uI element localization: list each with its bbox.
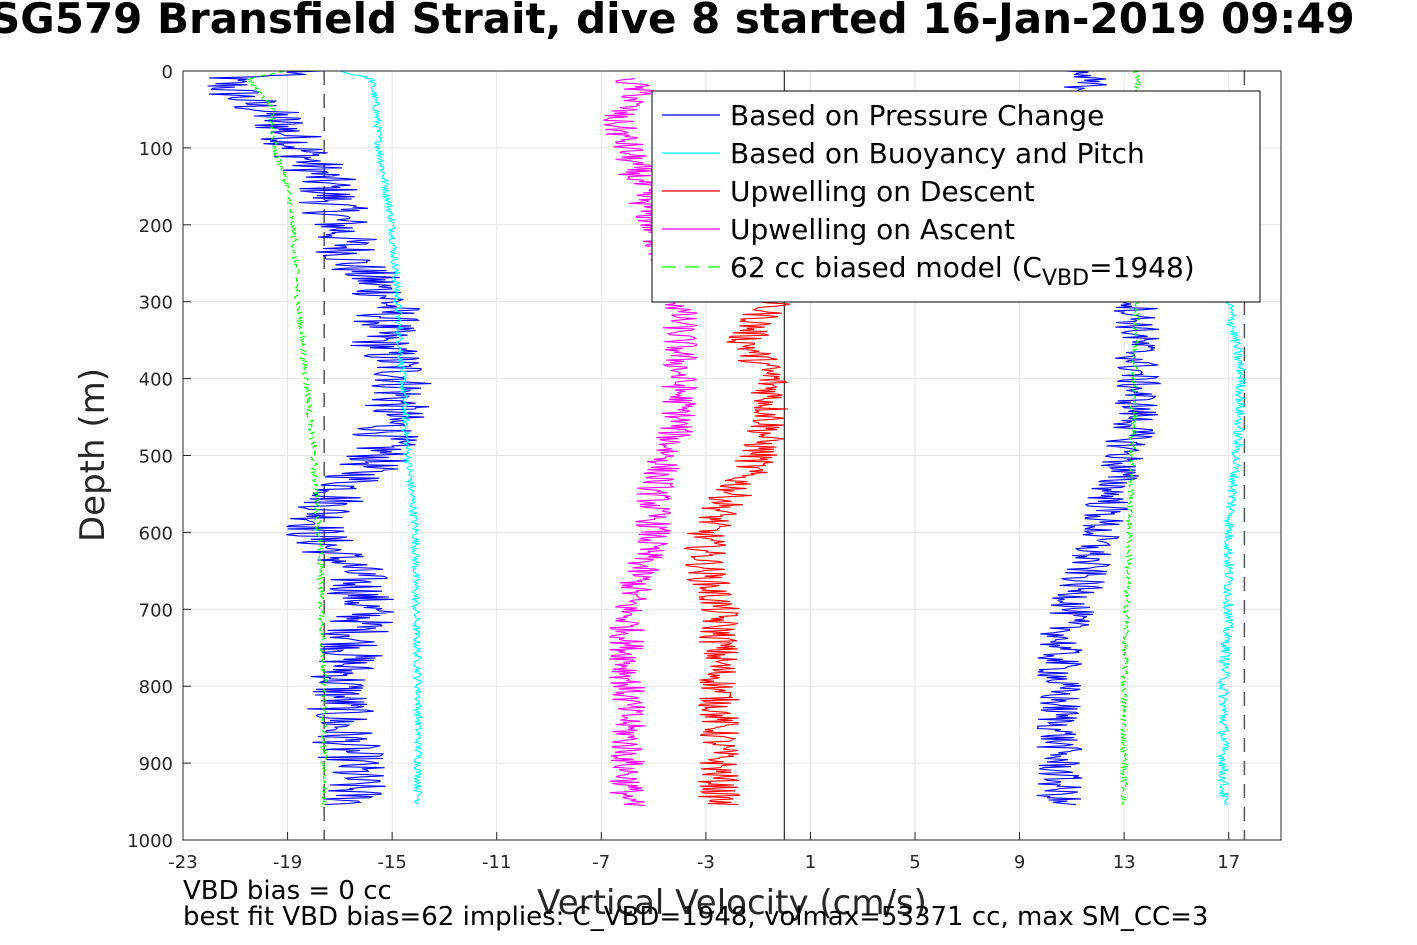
y-tick-label: 100 bbox=[139, 139, 173, 160]
x-tick-label: -3 bbox=[697, 852, 715, 873]
legend-box bbox=[651, 90, 1261, 303]
series-line-buoyancy_descent bbox=[339, 71, 424, 805]
y-tick-label: 200 bbox=[139, 216, 173, 237]
series-line-upwelling_descent bbox=[683, 301, 791, 806]
x-tick-label: 17 bbox=[1217, 852, 1240, 873]
x-tick-label: -11 bbox=[482, 852, 511, 873]
y-tick-label: 900 bbox=[139, 754, 173, 775]
y-tick-label: 400 bbox=[139, 370, 173, 391]
legend-label: Upwelling on Descent bbox=[730, 175, 1035, 208]
legend-label: Based on Buoyancy and Pitch bbox=[730, 137, 1145, 170]
y-tick-label: 1000 bbox=[127, 831, 173, 852]
series-line-model_ascent bbox=[1119, 71, 1143, 805]
y-tick-label: 800 bbox=[139, 677, 173, 698]
series-line-upwelling_ascent bbox=[603, 78, 699, 806]
x-tick-label: 13 bbox=[1113, 852, 1136, 873]
y-tick-label: 300 bbox=[139, 293, 173, 314]
y-tick-label: 600 bbox=[139, 523, 173, 544]
legend-label: Upwelling on Ascent bbox=[730, 213, 1015, 246]
y-tick-label: 0 bbox=[162, 62, 173, 83]
x-tick-label: 5 bbox=[909, 852, 920, 873]
chart-title: SG579 Bransfield Strait, dive 8 started … bbox=[0, 0, 1355, 43]
best-fit-note: best fit VBD bias=62 implies: C_VBD=1948… bbox=[183, 902, 1209, 932]
y-tick-label: 700 bbox=[139, 600, 173, 621]
series-line-model_descent bbox=[246, 71, 329, 806]
x-tick-label: -19 bbox=[273, 852, 302, 873]
x-axis-label: Vertical Velocity (cm/s) bbox=[537, 883, 927, 923]
series-line-buoyancy_ascent bbox=[1216, 301, 1247, 806]
vbd-bias-note: VBD bias = 0 cc bbox=[183, 876, 392, 906]
x-tick-label: -15 bbox=[377, 852, 406, 873]
legend: Based on Pressure Change Based on Buoyanc… bbox=[651, 90, 1261, 303]
x-tick-label: 9 bbox=[1014, 852, 1025, 873]
x-tick-label: 1 bbox=[805, 852, 816, 873]
y-tick-label: 500 bbox=[139, 447, 173, 468]
legend-label: Based on Pressure Change bbox=[730, 99, 1104, 132]
series-line-pressure_descent bbox=[207, 71, 432, 806]
x-tick-label: -7 bbox=[592, 852, 610, 873]
axis-ticks: -23 -19 -15 -11 -7 -3 1 5 9 13 17 0 100 200 300 400 500 6… bbox=[127, 62, 1240, 873]
data-series bbox=[207, 71, 1247, 806]
x-tick-label: -23 bbox=[168, 852, 197, 873]
y-axis-label: Depth (m) bbox=[73, 368, 113, 542]
